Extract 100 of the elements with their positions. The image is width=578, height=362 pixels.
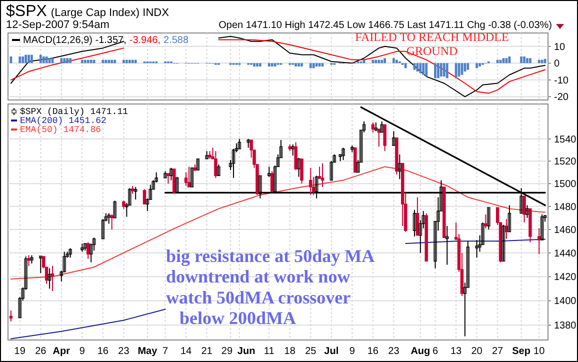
bar: [540, 60, 544, 64]
x-tick-label: 23: [388, 346, 400, 357]
bar: [508, 56, 511, 64]
bar: [90, 60, 92, 64]
candlestick: [238, 138, 242, 150]
x-tick-label: 19: [14, 346, 26, 357]
bar: [476, 63, 478, 68]
chart-subtitle: (Large Cap Index) INDX: [50, 7, 170, 19]
candlestick: [371, 122, 375, 133]
bar: [42, 56, 45, 64]
candlestick: [309, 167, 312, 196]
x-tick-label: 9: [79, 346, 86, 357]
bar: [66, 58, 69, 64]
candlestick: [214, 150, 218, 178]
bar: [30, 54, 33, 64]
candlestick: [166, 172, 170, 184]
legend-label: EMA(200) 1451.62: [20, 116, 106, 126]
y-tick-label: 10: [554, 42, 566, 53]
x-tick-label: 20: [471, 346, 483, 357]
candlestick: [380, 120, 384, 133]
bar: [425, 63, 428, 77]
candlestick: [504, 218, 508, 240]
candlestick: [86, 242, 90, 260]
candlestick: [300, 158, 304, 184]
legend-label: EMA(50) 1474.86: [20, 125, 102, 135]
x-tick-label: 9: [349, 346, 356, 357]
y-tick-label: 1400: [554, 296, 577, 308]
bar: [69, 58, 72, 64]
candlestick: [134, 186, 138, 200]
chart-title: $SPX: [6, 3, 47, 20]
bar: [108, 60, 110, 64]
candlestick: [68, 248, 72, 258]
x-tick-label: 26: [35, 346, 47, 357]
candlestick: [294, 142, 298, 171]
bar: [526, 58, 528, 64]
bar: [442, 63, 446, 77]
candlestick: [50, 265, 54, 292]
bar: [86, 60, 90, 64]
x-tick-label: 7: [162, 346, 168, 357]
y-tick-label: 1520: [554, 156, 577, 168]
annotation: FAILED TO REACH MIDDLE GROUND: [355, 30, 509, 58]
text: Open 1471.10 High 1472.45 Low 1466.75 Last 1471.11 Chg -0.38 (-0.03%): [218, 20, 552, 31]
candlestick: [383, 124, 386, 152]
bar: [63, 58, 66, 64]
candlestick: [196, 158, 200, 171]
bar: [24, 54, 27, 64]
y-tick-label: 1540: [554, 134, 577, 146]
candlestick: [540, 214, 544, 240]
bar: [422, 63, 425, 75]
candlestick: [484, 214, 488, 229]
bar: [128, 60, 131, 64]
bar: [122, 60, 125, 64]
candlestick: [291, 144, 294, 156]
bar: [28, 54, 30, 64]
x-tick-label: 16: [97, 346, 109, 357]
candlestick: [502, 224, 506, 262]
candlestick: [110, 214, 114, 230]
x-tick-label: 11: [264, 346, 275, 357]
candlestick: [187, 166, 191, 188]
bar: [523, 56, 526, 64]
bar: [392, 58, 395, 64]
bar: [39, 54, 42, 64]
bar: [312, 63, 315, 68]
x-tick-label: Aug: [410, 346, 430, 357]
candlestick: [270, 170, 274, 194]
x-tick-label: 27: [492, 346, 504, 357]
bar: [294, 63, 297, 66]
bar: [404, 63, 407, 68]
bar: [478, 63, 481, 66]
x-tick-label: Apr: [52, 346, 70, 357]
bar: [104, 60, 108, 64]
bar: [378, 60, 380, 64]
x-tick-label: May: [138, 346, 158, 357]
bar: [80, 60, 84, 64]
candlestick: [537, 228, 541, 255]
candlestick: [9, 310, 13, 322]
bar: [131, 60, 134, 64]
candlestick: [412, 209, 416, 237]
candlestick: [508, 204, 512, 232]
bar: [253, 63, 256, 66]
bar: [300, 63, 303, 66]
x-tick-label: 21: [201, 346, 213, 357]
bar: [309, 63, 312, 68]
series-label: 2.588: [164, 35, 189, 46]
bar: [538, 60, 540, 64]
candlestick: [172, 168, 176, 194]
bar: [384, 58, 386, 64]
x-tick-label: 23: [118, 346, 130, 357]
candlestick: [526, 204, 529, 218]
candlestick: [190, 167, 194, 188]
candlestick: [48, 268, 52, 290]
bar: [259, 63, 262, 66]
candlestick: [446, 226, 449, 266]
bar: [380, 60, 384, 64]
candlestick: [297, 157, 300, 178]
bar: [434, 63, 436, 78]
bar: [270, 63, 274, 66]
candlestick: [107, 212, 110, 224]
y-tick-label: -10: [554, 75, 569, 86]
candlestick: [217, 164, 220, 176]
